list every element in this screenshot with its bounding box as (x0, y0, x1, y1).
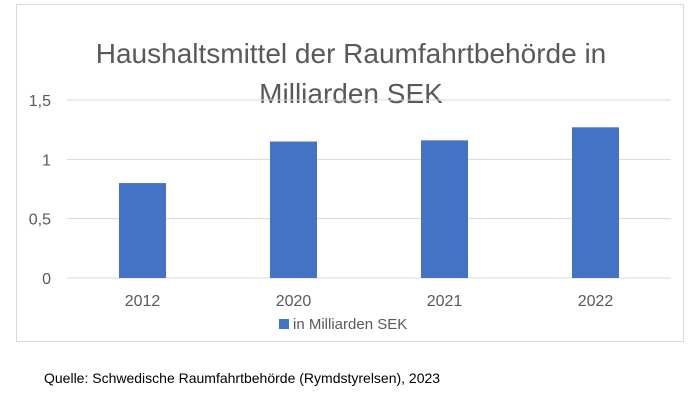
x-tick-label: 2012 (125, 293, 161, 310)
legend-label: in Milliarden SEK (293, 316, 407, 333)
gridlines (67, 99, 671, 279)
chart-container: Haushaltsmittel der Raumfahrtbehörde in … (16, 4, 684, 342)
y-axis-ticks: 0 0,5 1 1,5 (29, 93, 51, 288)
chart-title-line-2: Milliarden SEK (259, 78, 443, 109)
bar-chart: Haushaltsmittel der Raumfahrtbehörde in … (29, 38, 671, 333)
bar-2021 (421, 140, 468, 278)
source-note: Quelle: Schwedische Raumfahrtbehörde (Ry… (44, 370, 441, 386)
chart-title-line-1: Haushaltsmittel der Raumfahrtbehörde in (96, 38, 606, 69)
x-tick-label: 2022 (578, 293, 614, 310)
bar-2012 (119, 183, 166, 278)
y-tick-label: 0 (42, 271, 51, 288)
x-tick-label: 2020 (276, 293, 312, 310)
bars (119, 127, 619, 278)
legend: in Milliarden SEK (279, 316, 407, 333)
bar-2022 (572, 127, 619, 278)
y-tick-label: 0,5 (29, 212, 51, 229)
bar-2020 (270, 141, 317, 278)
y-tick-label: 1,5 (29, 93, 51, 110)
x-tick-label: 2021 (427, 293, 463, 310)
y-tick-label: 1 (42, 152, 51, 169)
legend-swatch (279, 319, 289, 329)
x-axis-ticks: 2012 2020 2021 2022 (125, 293, 614, 310)
